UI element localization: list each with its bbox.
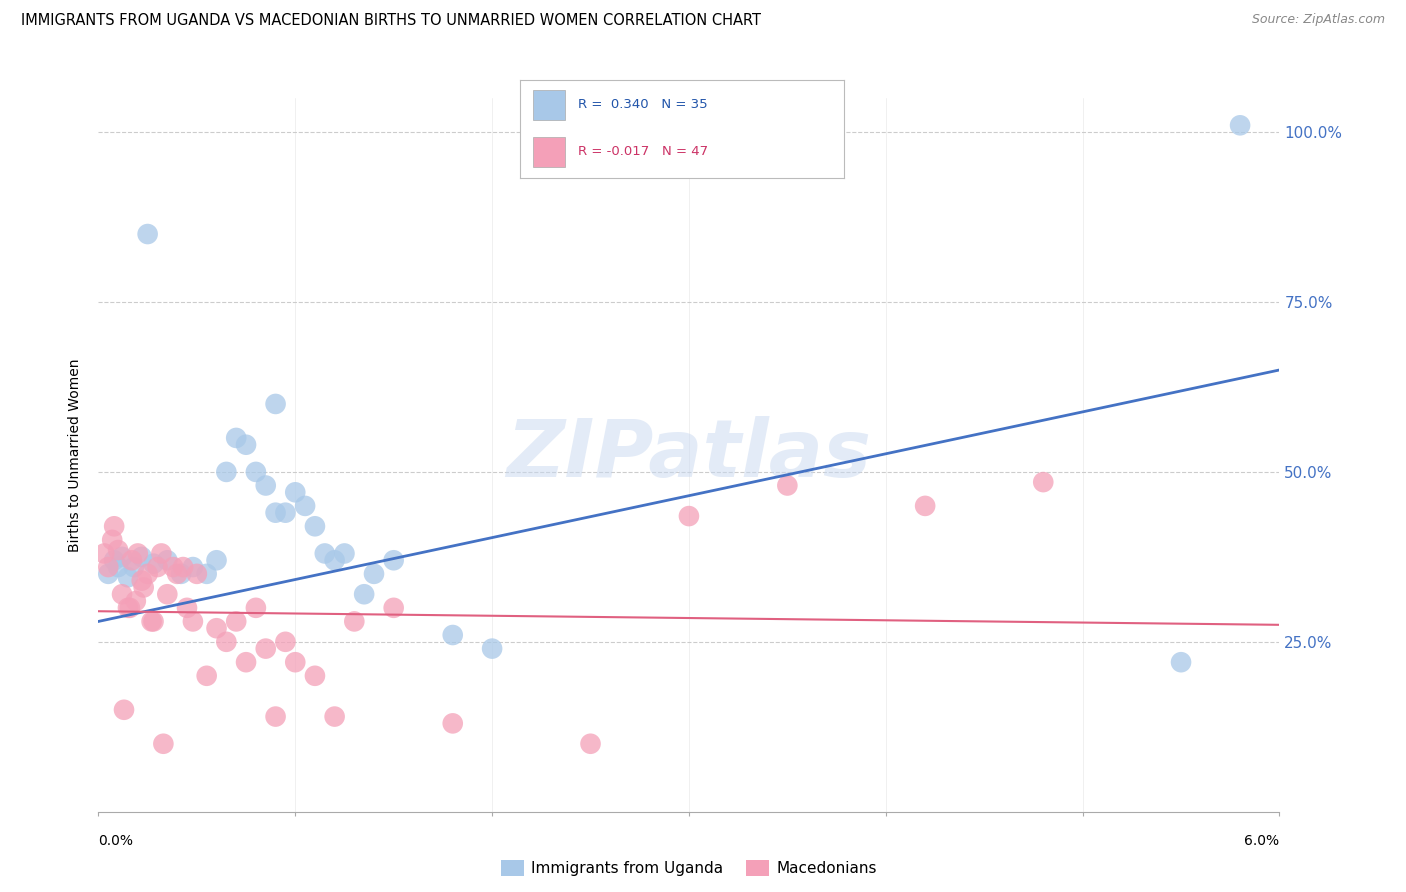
Point (112, 703, 135, 717)
Point (382, 600, 405, 615)
Point (678, 509, 700, 524)
Point (142, 557, 165, 571)
Point (254, 478, 277, 492)
Point (304, 669, 326, 683)
Point (118, 600, 141, 615)
Point (103, 519, 125, 533)
Point (111, 549, 134, 564)
Point (205, 621, 228, 635)
Point (235, 655, 257, 669)
Point (264, 709, 287, 723)
Point (136, 227, 159, 241)
Point (314, 546, 336, 560)
Point (235, 438, 257, 452)
Point (166, 566, 188, 581)
Point (142, 615, 165, 629)
Point (215, 465, 238, 479)
Point (181, 615, 204, 629)
Point (111, 587, 134, 601)
Point (127, 546, 149, 560)
Point (117, 600, 139, 615)
Point (136, 566, 159, 581)
Text: 0.0%: 0.0% (98, 834, 134, 848)
Point (225, 431, 247, 445)
Point (382, 553, 405, 567)
Point (914, 499, 936, 513)
Point (441, 628, 464, 642)
Text: Source: ZipAtlas.com: Source: ZipAtlas.com (1251, 13, 1385, 27)
Point (176, 600, 198, 615)
Text: 6.0%: 6.0% (1244, 834, 1279, 848)
Point (205, 553, 228, 567)
Point (284, 655, 307, 669)
Point (579, 737, 602, 751)
Point (152, 737, 174, 751)
Point (215, 635, 238, 649)
Point (141, 615, 163, 629)
Point (264, 397, 287, 411)
Point (170, 566, 193, 581)
Point (1170, 655, 1192, 669)
Point (132, 581, 155, 595)
Point (225, 615, 247, 629)
Point (304, 519, 326, 533)
Point (125, 594, 148, 608)
Point (1032, 475, 1054, 489)
Point (1229, 118, 1251, 132)
Point (245, 465, 267, 479)
Point (441, 716, 464, 731)
Point (274, 506, 297, 520)
Point (186, 566, 208, 581)
Point (776, 478, 799, 492)
Point (481, 641, 503, 656)
Y-axis label: Births to Unmarried Women: Births to Unmarried Women (69, 359, 83, 551)
Point (117, 570, 139, 584)
Point (97, 560, 120, 574)
Point (264, 506, 287, 520)
Point (343, 615, 366, 629)
Text: ZIPatlas: ZIPatlas (506, 416, 872, 494)
FancyBboxPatch shape (533, 90, 565, 120)
Point (323, 709, 346, 723)
Point (131, 574, 153, 588)
Point (284, 485, 307, 500)
Point (121, 553, 143, 567)
Legend: Immigrants from Uganda, Macedonians: Immigrants from Uganda, Macedonians (495, 855, 883, 882)
Point (323, 553, 346, 567)
Point (146, 560, 169, 574)
Point (254, 641, 277, 656)
Point (107, 560, 129, 574)
Point (150, 546, 173, 560)
Text: R =  0.340   N = 35: R = 0.340 N = 35 (578, 98, 709, 111)
Point (156, 587, 179, 601)
Point (195, 669, 218, 683)
Text: IMMIGRANTS FROM UGANDA VS MACEDONIAN BIRTHS TO UNMARRIED WOMEN CORRELATION CHART: IMMIGRANTS FROM UGANDA VS MACEDONIAN BIR… (21, 13, 761, 29)
Point (245, 600, 267, 615)
Point (195, 566, 218, 581)
Point (122, 560, 145, 574)
Point (333, 546, 356, 560)
Point (103, 553, 125, 567)
Point (172, 560, 194, 574)
Point (162, 560, 184, 574)
Point (107, 543, 129, 558)
Text: R = -0.017   N = 47: R = -0.017 N = 47 (578, 145, 709, 158)
Point (181, 560, 204, 574)
Point (274, 635, 297, 649)
Point (156, 553, 179, 567)
Point (101, 533, 124, 547)
Point (353, 587, 375, 601)
Point (363, 566, 385, 581)
FancyBboxPatch shape (533, 137, 565, 167)
Point (131, 549, 153, 564)
Point (93, 546, 115, 560)
Point (294, 499, 316, 513)
Point (97, 566, 120, 581)
